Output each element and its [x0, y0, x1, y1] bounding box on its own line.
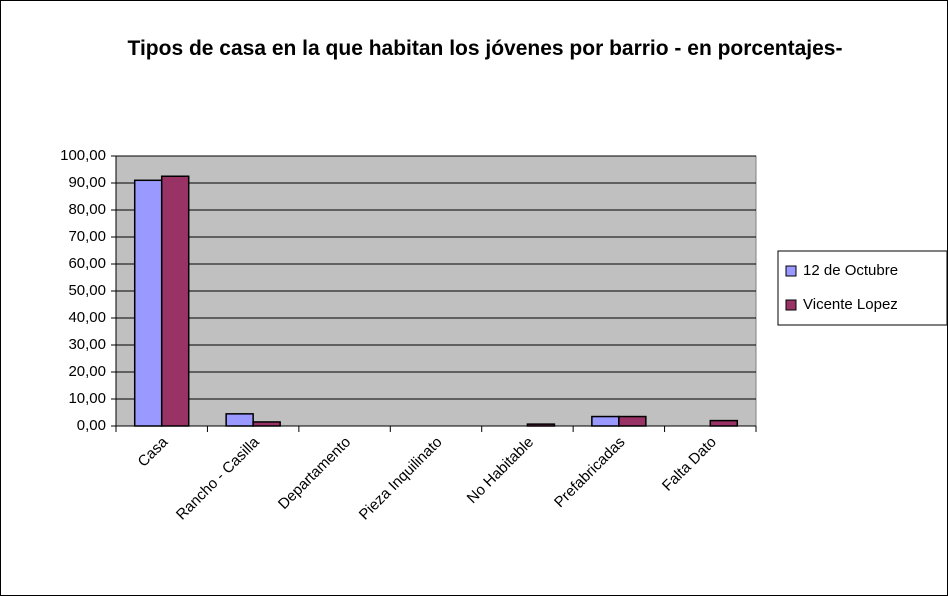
legend-label: 12 de Octubre [803, 262, 898, 279]
y-tick-label: 70,00 [68, 228, 106, 245]
x-tick-label: Pieza Inquilinato [356, 434, 446, 524]
bar [591, 415, 620, 427]
x-tick-label: Departamento [275, 434, 354, 513]
y-tick-label: 30,00 [68, 336, 106, 353]
y-tick-label: 60,00 [68, 255, 106, 272]
y-tick-label: 20,00 [68, 363, 106, 380]
bar [709, 419, 739, 427]
y-tick-label: 80,00 [68, 201, 106, 218]
legend-box [777, 250, 948, 326]
x-tick-label: Rancho - Casilla [173, 433, 263, 523]
x-tick-label: Falta Dato [659, 434, 720, 495]
bar [618, 415, 647, 427]
y-tick-label: 50,00 [68, 282, 106, 299]
chart-title: Tipos de casa en la que habitan los jóve… [127, 37, 843, 60]
bar [252, 421, 281, 427]
legend-swatch [785, 299, 797, 311]
y-tick-label: 90,00 [68, 174, 106, 191]
bar [133, 179, 163, 427]
bar [160, 175, 190, 427]
x-tick-label: No Habitable [464, 434, 537, 507]
y-tick-label: 100,00 [60, 147, 106, 164]
legend-label: Vicente Lopez [803, 296, 898, 313]
x-tick-label: Casa [135, 433, 172, 470]
legend-swatch [785, 265, 797, 277]
bar [225, 413, 254, 427]
y-tick-label: 0,00 [77, 417, 106, 434]
y-tick-label: 40,00 [68, 309, 106, 326]
bar [526, 423, 556, 427]
y-tick-label: 10,00 [68, 390, 106, 407]
x-tick-label: Prefabricadas [551, 434, 628, 511]
